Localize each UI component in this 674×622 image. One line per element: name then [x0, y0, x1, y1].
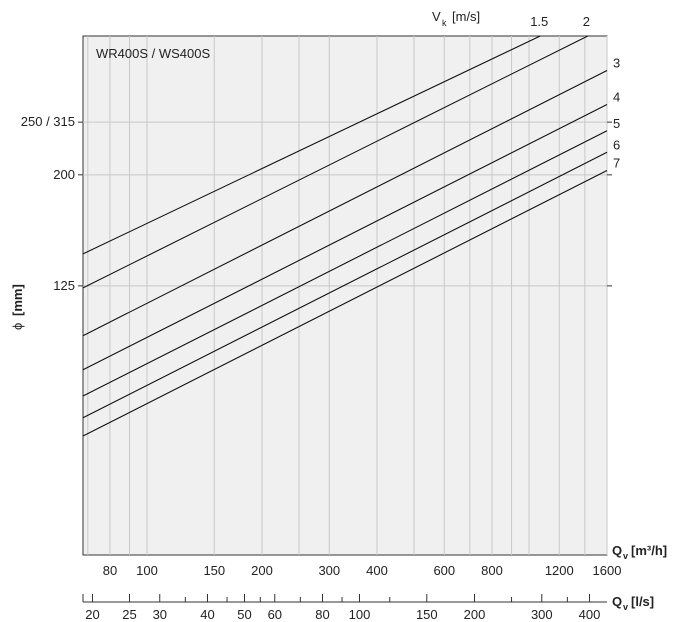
series-line: [82, 130, 608, 397]
y-tick-label: 125: [53, 278, 75, 293]
series-label: 4: [613, 90, 620, 105]
series-label: 1.5: [530, 14, 548, 29]
x2-axis-label-sub: v: [623, 602, 628, 612]
x-tick-label: 1600: [593, 563, 622, 578]
x2-tick-label: 300: [531, 607, 553, 622]
series-line: [82, 35, 589, 289]
top-axis-label: V k [m/s]: [432, 9, 480, 28]
x-axis-label: Q v [m³/h]: [612, 543, 667, 561]
x2-tick-label: 50: [237, 607, 251, 622]
series-line: [82, 104, 608, 371]
x-tick-label: 800: [481, 563, 503, 578]
top-axis-label-unit: [m/s]: [452, 9, 480, 24]
series-line: [82, 170, 608, 437]
x2-tick-label: 400: [579, 607, 601, 622]
x2-tick-label: 150: [416, 607, 438, 622]
top-axis-label-sub: k: [442, 18, 447, 28]
x-tick-label: 200: [251, 563, 273, 578]
series-label: 6: [613, 137, 620, 152]
x-tick-label: 150: [203, 563, 225, 578]
x-tick-label: 1200: [545, 563, 574, 578]
x2-axis-label: Q v [l/s]: [612, 594, 654, 612]
x2-tick-label: 20: [85, 607, 99, 622]
series-lines: [82, 35, 608, 437]
x-axis-label-unit: [m³/h]: [631, 543, 667, 558]
x2-axis-label-unit: [l/s]: [631, 594, 654, 609]
x2-tick-label: 60: [268, 607, 282, 622]
x-tick-label: 400: [366, 563, 388, 578]
y-tick-label: 200: [53, 167, 75, 182]
x2-tick-label: 200: [464, 607, 486, 622]
series-line: [82, 70, 608, 337]
x2-axis-label-main: Q: [612, 594, 622, 609]
x-tick-label: 600: [433, 563, 455, 578]
series-labels: 1.5 2 3 4 5 6 7: [530, 14, 620, 171]
y-tick-label: 250 / 315: [21, 114, 75, 129]
x-tick-label: 100: [136, 563, 158, 578]
series-label: 5: [613, 116, 620, 131]
x2-tick-label: 40: [200, 607, 214, 622]
x-axis-label-sub: v: [623, 551, 628, 561]
x-axis-label-main: Q: [612, 543, 622, 558]
y-axis-label-symbol: ϕ: [10, 323, 25, 330]
x-axis-ticks: 80 100 150 200 300 400 600 800 1200 1600: [103, 563, 622, 578]
y-axis-label-unit: [mm]: [10, 284, 25, 316]
x2-tick-label: 80: [315, 607, 329, 622]
series-line: [82, 35, 541, 255]
y-axis-label: ϕ [mm]: [10, 284, 25, 330]
x2-tick-label: 25: [122, 607, 136, 622]
x2-tick-label: 100: [349, 607, 371, 622]
top-axis-label-main: V: [432, 9, 441, 24]
series-label: 7: [613, 156, 620, 171]
x2-tick-label: 30: [153, 607, 167, 622]
series-label: 3: [613, 56, 620, 71]
x-tick-label: 300: [318, 563, 340, 578]
series-line: [82, 151, 608, 419]
x-tick-label: 80: [103, 563, 117, 578]
chart-title: WR400S / WS400S: [96, 46, 210, 61]
series-label: 2: [583, 14, 590, 29]
y-axis-ticks: 125 200 250 / 315: [21, 114, 612, 293]
secondary-x-axis: 20 25 30 40 50 60 80 100 150 200 300 400: [82, 594, 607, 622]
